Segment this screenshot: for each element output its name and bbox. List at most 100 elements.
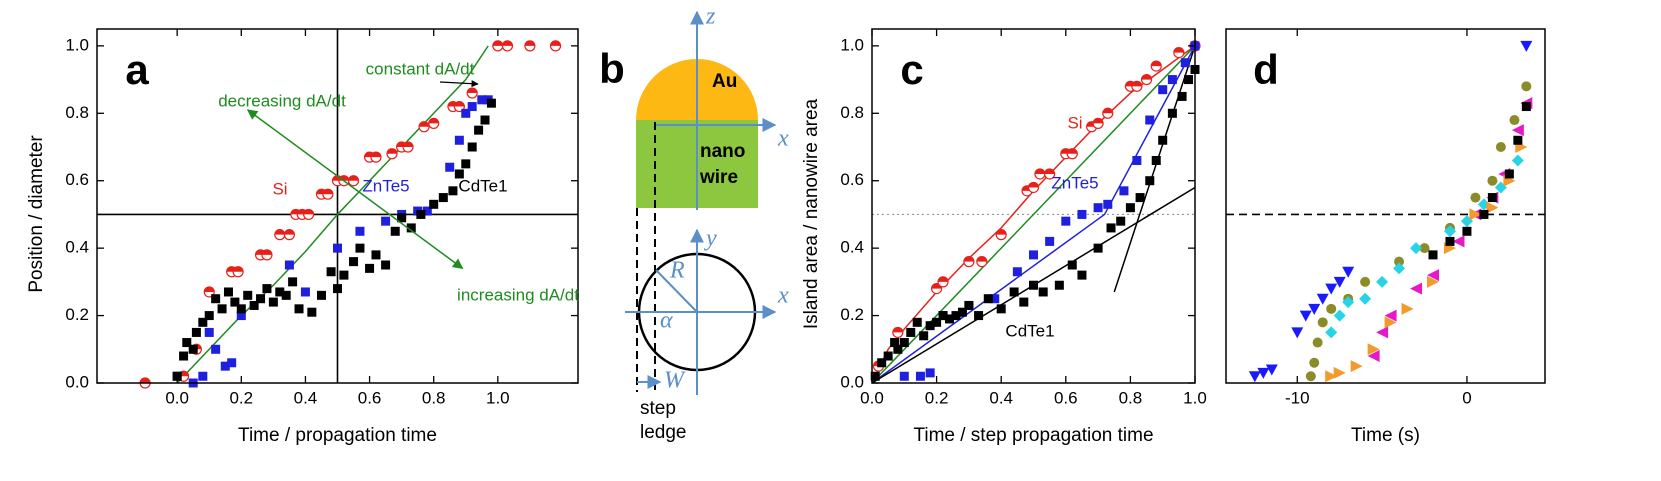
data-point [1077, 209, 1087, 219]
data-point [1248, 371, 1261, 383]
data-point [256, 294, 266, 304]
data-point [480, 115, 490, 125]
x-tick-label: 0.4 [989, 388, 1013, 407]
data-point [386, 148, 398, 160]
data-point [1316, 293, 1329, 305]
data-point [492, 40, 504, 52]
data-point [1393, 262, 1406, 275]
point-half [454, 101, 465, 107]
rate-arrow [246, 109, 464, 269]
data-point [1158, 135, 1168, 145]
w-label: W [664, 368, 686, 394]
data-point [1291, 327, 1304, 339]
data-point [1470, 192, 1481, 203]
point-half [492, 40, 503, 46]
data-point [179, 351, 189, 361]
data-point [349, 257, 359, 267]
data-point [211, 344, 221, 354]
data-point [1504, 169, 1514, 179]
data-point [1513, 135, 1523, 145]
data-point [974, 311, 984, 321]
data-point [365, 263, 375, 273]
data-point [1045, 236, 1055, 246]
point-half [1093, 118, 1104, 124]
data-point [1044, 168, 1056, 180]
data-point [1427, 275, 1440, 288]
point-half [1141, 74, 1152, 80]
point-half [892, 327, 903, 333]
x-tick-label: 0.8 [422, 388, 446, 407]
x-tick-label: 0.0 [165, 388, 189, 407]
data-point [416, 209, 426, 219]
data-point [1102, 107, 1114, 119]
data-point [217, 304, 227, 314]
data-point [1452, 235, 1465, 248]
y-tick-label: 0.6 [65, 170, 89, 189]
data-point [1106, 223, 1116, 233]
x-axis-label: Time (s) [1351, 425, 1420, 446]
step-ledge-label: step [640, 398, 676, 419]
point-half [1034, 168, 1045, 174]
data-point [1265, 364, 1278, 376]
data-point [268, 297, 278, 307]
step-ledge-label: ledge [640, 422, 687, 443]
data-point [899, 338, 909, 348]
y-tick-label: 0.8 [65, 103, 89, 122]
x-tick-label: 1.0 [486, 388, 510, 407]
panel-label: a [125, 46, 149, 93]
data-point [1009, 287, 1019, 297]
data-point [890, 338, 900, 348]
data-point [996, 304, 1006, 314]
series-label: Si [272, 179, 287, 198]
point-half [996, 229, 1007, 235]
data-point [1419, 243, 1430, 254]
data-point [283, 229, 295, 241]
plot-frame [96, 28, 579, 384]
y-tick-label: 1.0 [840, 35, 864, 54]
data-point [284, 260, 294, 270]
data-point [1067, 260, 1077, 270]
au-label: Au [712, 71, 737, 92]
data-point [1038, 287, 1048, 297]
data-point [275, 287, 285, 297]
data-point [1184, 75, 1194, 85]
data-point [1132, 155, 1142, 165]
data-point [1359, 292, 1372, 305]
point-half [204, 286, 215, 292]
data-point [243, 290, 253, 300]
data-point [1029, 280, 1038, 290]
data-point [1012, 267, 1022, 277]
data-point [1367, 343, 1380, 356]
data-point [1511, 154, 1524, 167]
data-point [477, 95, 487, 105]
x-tick-label: 0.6 [358, 388, 382, 407]
data-point [467, 142, 477, 152]
data-point [262, 284, 272, 294]
data-point [1462, 226, 1472, 236]
point-half [233, 266, 244, 272]
data-point [1376, 275, 1389, 288]
point-half [524, 40, 535, 46]
data-point [300, 287, 310, 297]
data-point [261, 249, 273, 261]
data-point [1487, 193, 1497, 203]
panel-label: d [1253, 46, 1279, 93]
plot-frame [1225, 28, 1546, 384]
fit-line [1113, 45, 1195, 293]
data-point [1257, 367, 1270, 379]
data-point [1487, 175, 1498, 186]
data-point [1333, 276, 1346, 288]
data-point [461, 159, 471, 169]
data-point [892, 326, 904, 339]
data-point [1119, 186, 1129, 196]
nanowire-label: wire [699, 167, 738, 188]
data-point [288, 277, 298, 287]
y-tick-label: 0.2 [840, 305, 864, 324]
axis-name: x [777, 126, 789, 152]
data-point [1309, 357, 1320, 368]
data-point [951, 311, 961, 321]
y-tick-label: 0.4 [65, 238, 89, 257]
data-point [333, 284, 342, 294]
data-point [198, 371, 208, 381]
data-point [1445, 236, 1455, 246]
